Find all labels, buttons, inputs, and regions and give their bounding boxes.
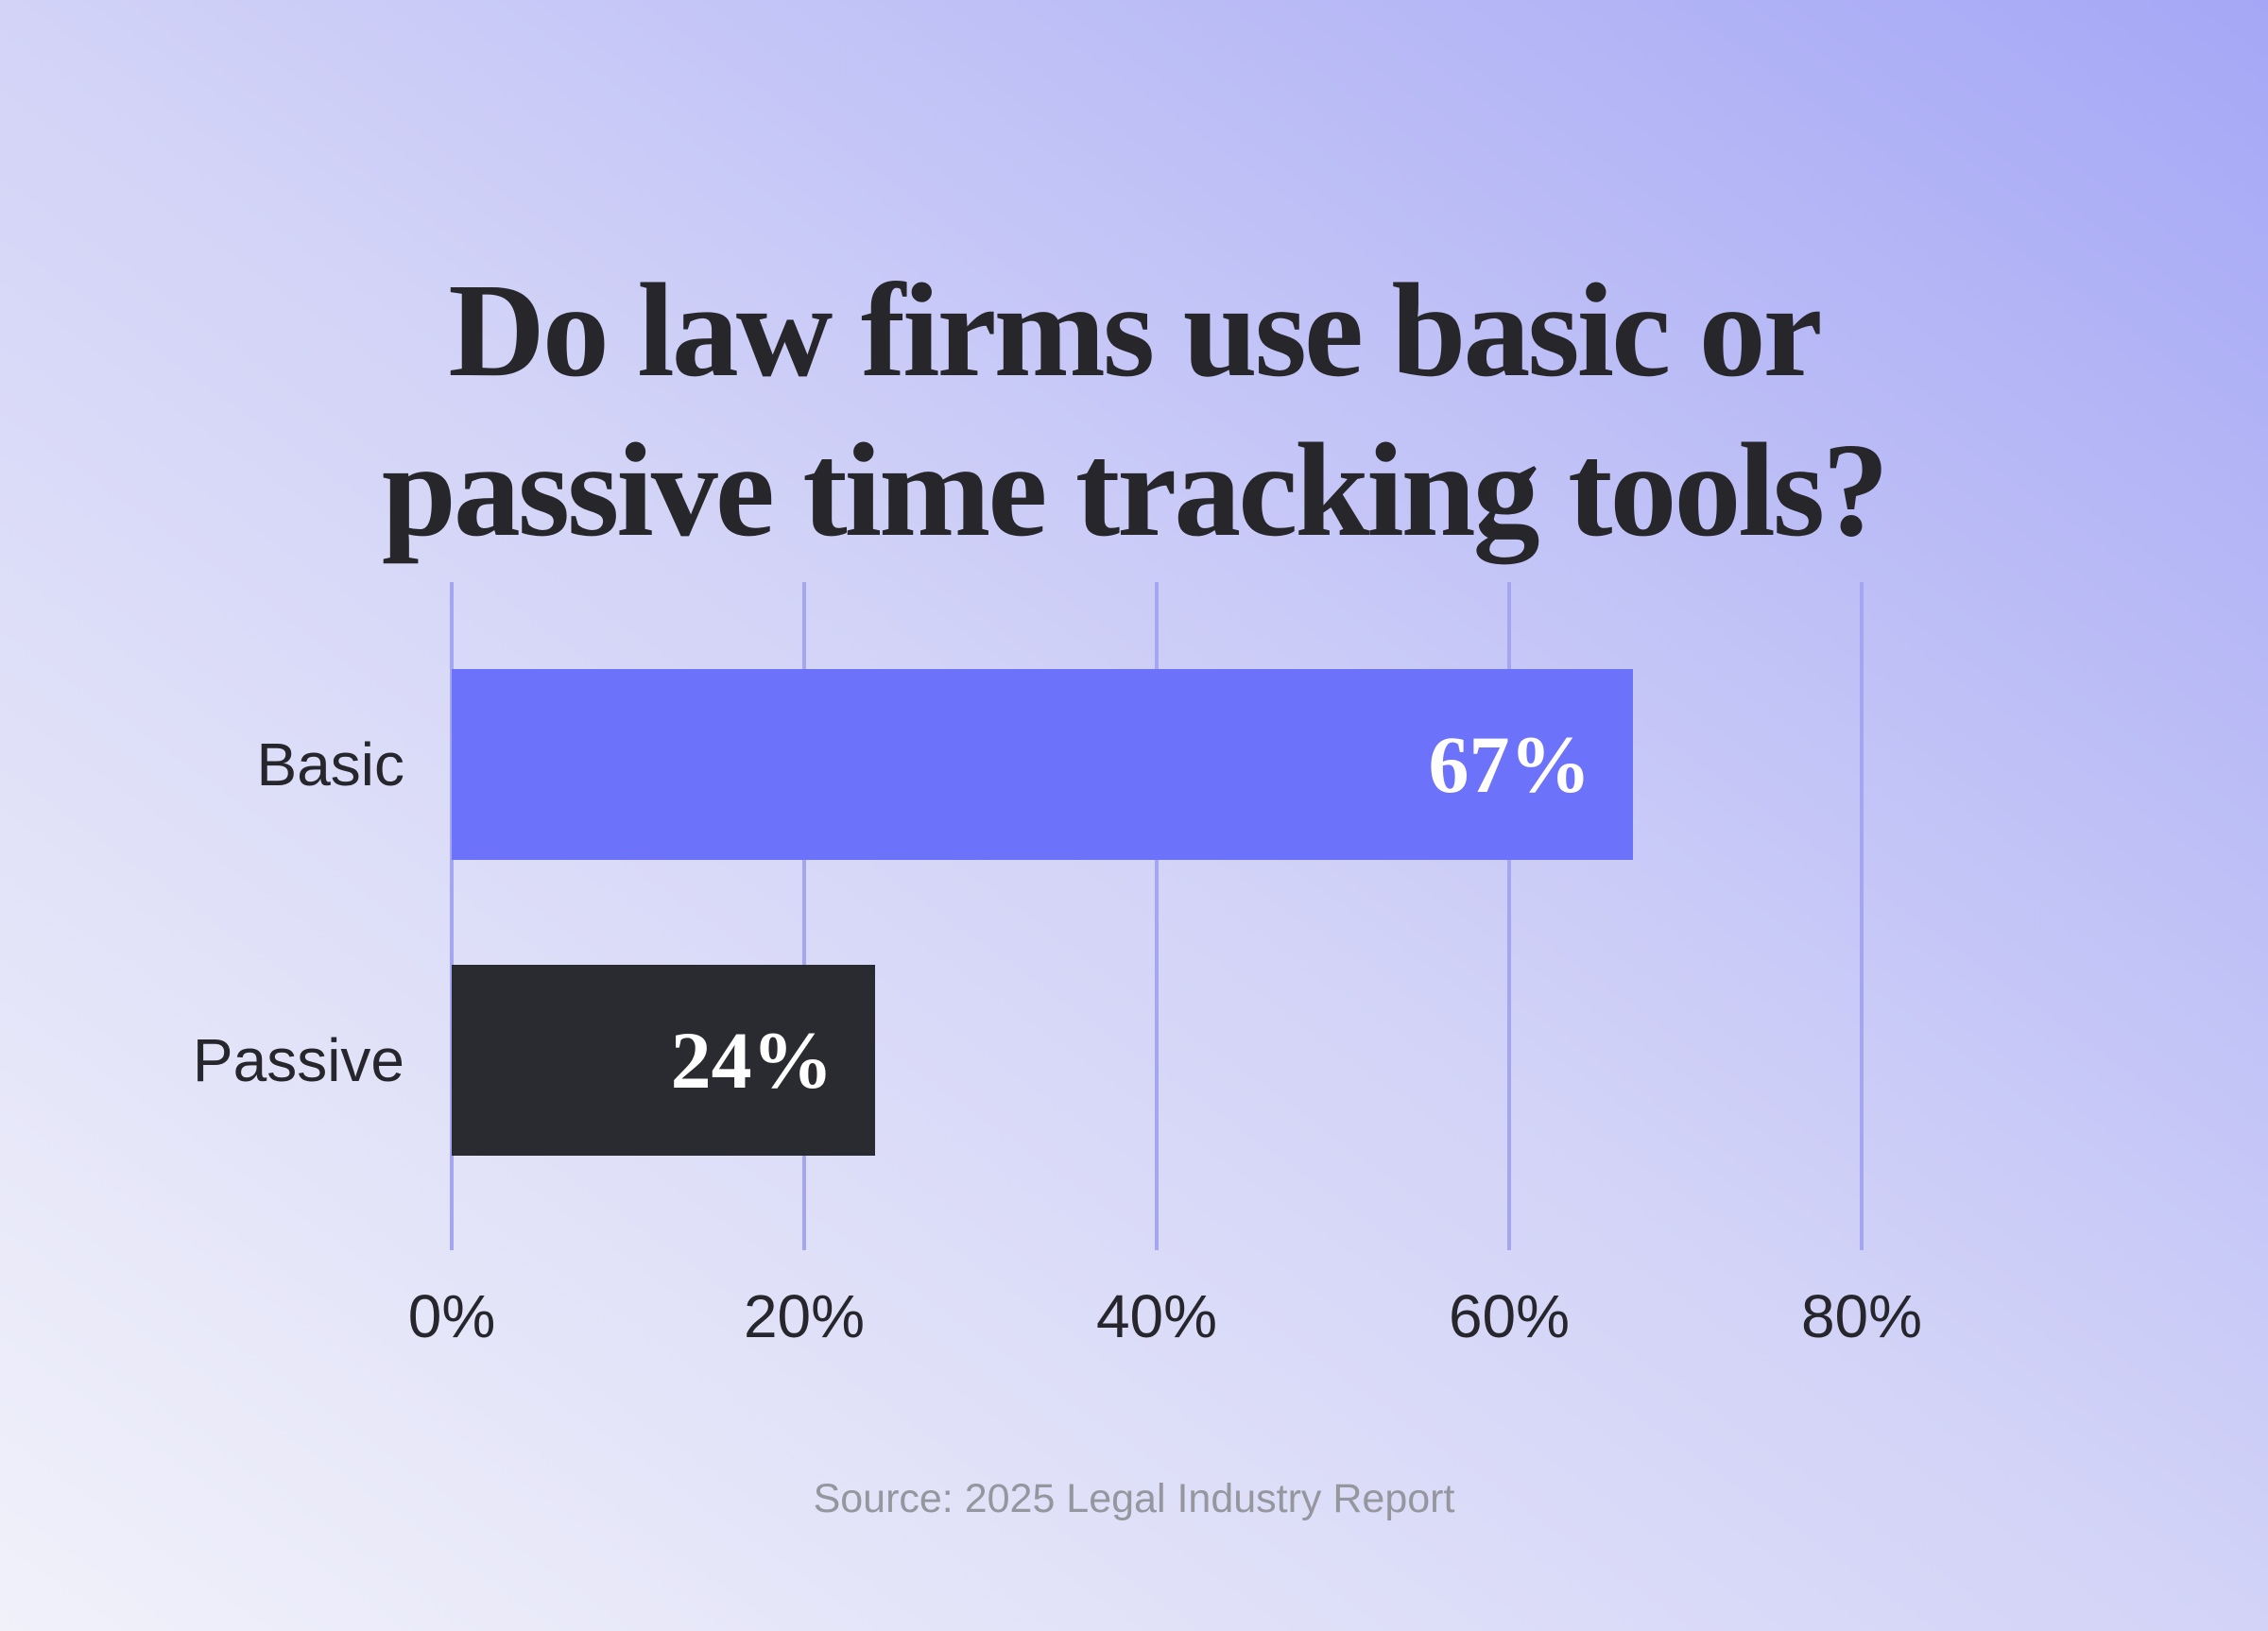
- x-tick-label: 0%: [407, 1282, 496, 1350]
- x-tick-label: 40%: [1095, 1282, 1218, 1350]
- bar-basic: 67%: [452, 669, 1633, 860]
- category-label-basic: Basic: [256, 730, 405, 798]
- plot-area: Basic Passive 67% 24% 0% 20% 40% 60% 80%: [193, 582, 2058, 1350]
- x-tick-label: 80%: [1800, 1282, 1923, 1350]
- gridline: [450, 582, 454, 1250]
- gridline: [1860, 582, 1864, 1250]
- chart-title-line-2: passive time tracking tools?: [381, 415, 1889, 565]
- gridline: [1155, 582, 1159, 1250]
- bar-passive: 24%: [452, 965, 875, 1156]
- gridline: [1507, 582, 1511, 1250]
- value-label-passive: 24%: [670, 1015, 833, 1106]
- gridline: [802, 582, 806, 1250]
- value-label-basic: 67%: [1428, 719, 1591, 810]
- x-tick-label: 20%: [743, 1282, 866, 1350]
- category-label-passive: Passive: [192, 1026, 404, 1094]
- x-tick-label: 60%: [1448, 1282, 1571, 1350]
- source-text: Source: 2025 Legal Industry Report: [813, 1476, 1455, 1521]
- chart-title: Do law firms use basic or passive time tr…: [0, 250, 2268, 570]
- chart-title-line-1: Do law firms use basic or: [448, 255, 1822, 405]
